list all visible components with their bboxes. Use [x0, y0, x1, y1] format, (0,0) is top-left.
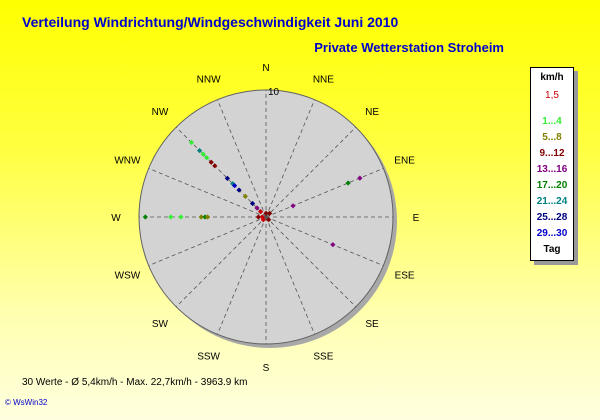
- spoke-ene: [265, 168, 384, 218]
- direction-label-wnw: WNW: [114, 156, 141, 167]
- direction-label-wsw: WSW: [115, 270, 141, 281]
- direction-label-w: W: [111, 213, 121, 224]
- spoke-ssw: [217, 216, 267, 335]
- data-point-22: [345, 180, 351, 186]
- spoke-ne: [265, 126, 357, 218]
- data-point-11: [249, 200, 256, 207]
- data-point-24: [290, 203, 296, 209]
- data-point-15: [168, 214, 174, 220]
- legend-header: km/h: [540, 72, 564, 83]
- legend-item-3: 9...12: [539, 148, 565, 159]
- legend: km/h 1,5 1...4 5...8 9...12 13...16 17..…: [530, 67, 574, 261]
- data-point-20: [255, 214, 261, 220]
- legend-item-0: 1,5: [545, 90, 559, 101]
- direction-label-se: SE: [365, 319, 379, 330]
- data-point-4: [208, 159, 214, 165]
- legend-item-7: 25...28: [536, 212, 568, 223]
- direction-label-e: E: [413, 213, 420, 224]
- spoke-wnw: [148, 168, 267, 218]
- legend-item-8: 29...30: [536, 228, 568, 239]
- direction-label-ssw: SSW: [197, 352, 220, 363]
- data-point-1: [196, 147, 203, 154]
- data-point-12: [254, 205, 260, 211]
- direction-label-nne: NNE: [313, 74, 334, 85]
- data-point-3: [204, 155, 210, 161]
- data-point-27: [266, 217, 272, 223]
- direction-label-ese: ESE: [395, 270, 415, 281]
- direction-label-ene: ENE: [394, 156, 415, 167]
- spoke-sw: [175, 216, 267, 308]
- data-point-23: [357, 175, 363, 181]
- chart-title: Verteilung Windrichtung/Windgeschwindigk…: [22, 14, 399, 30]
- radial-max-label: 10: [268, 87, 280, 98]
- spoke-se: [265, 216, 357, 308]
- stats-line: 30 Werte - Ø 5,4km/h - Max. 22,7km/h - 3…: [22, 377, 248, 388]
- spoke-nnw: [217, 99, 267, 218]
- data-point-29: [263, 210, 269, 216]
- legend-item-2: 5...8: [542, 132, 562, 143]
- direction-label-sse: SSE: [313, 352, 333, 363]
- data-point-14: [142, 214, 148, 220]
- data-point-17: [198, 214, 204, 220]
- legend-item-1: 1...4: [542, 116, 562, 127]
- direction-label-nnw: NNW: [197, 74, 221, 85]
- data-point-16: [178, 214, 184, 220]
- data-point-6: [224, 175, 230, 181]
- direction-label-ne: NE: [365, 107, 379, 118]
- data-point-28: [260, 217, 266, 223]
- data-point-10: [242, 193, 248, 199]
- data-point-25: [330, 242, 336, 248]
- data-point-26: [266, 210, 273, 217]
- data-point-5: [212, 163, 218, 169]
- spoke-wsw: [148, 216, 267, 266]
- data-point-8: [231, 182, 238, 189]
- legend-item-5: 17...20: [536, 180, 568, 191]
- direction-label-sw: SW: [152, 319, 169, 330]
- footer-credit: © WsWin32: [5, 398, 48, 407]
- direction-label-n: N: [262, 63, 269, 74]
- data-point-19: [204, 214, 211, 220]
- data-point-13: [258, 209, 264, 215]
- chart-subtitle: Private Wetterstation Stroheim: [314, 40, 504, 55]
- spoke-ese: [265, 216, 384, 266]
- legend-item-9: Tag: [543, 244, 561, 255]
- legend-item-4: 13...16: [536, 164, 568, 175]
- data-point-9: [236, 187, 242, 193]
- data-point-2: [200, 151, 206, 157]
- data-point-0: [188, 139, 195, 146]
- direction-label-nw: NW: [152, 107, 169, 118]
- spoke-nne: [265, 99, 315, 218]
- direction-label-s: S: [263, 363, 270, 374]
- legend-item-6: 21...24: [536, 196, 568, 207]
- spoke-sse: [265, 216, 315, 335]
